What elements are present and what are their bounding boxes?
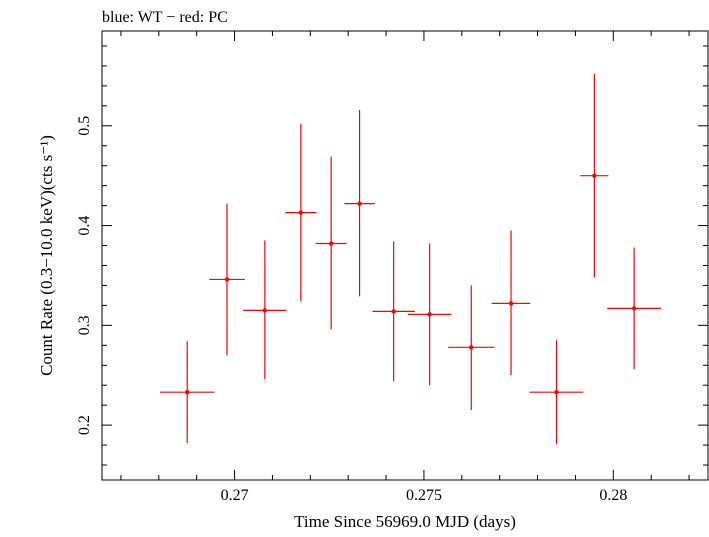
data-point [159, 341, 215, 444]
data-point [580, 73, 609, 278]
x-tick-label: 0.275 [406, 487, 442, 504]
point-marker [554, 389, 559, 395]
point-marker [185, 389, 190, 395]
data-point [209, 203, 245, 356]
data-point [315, 156, 347, 330]
plot-frame [101, 30, 709, 481]
x-tick-label: 0.28 [599, 487, 627, 504]
point-marker [592, 173, 597, 178]
data-point [529, 340, 584, 445]
point-marker [508, 301, 514, 306]
data-point [607, 247, 662, 370]
data-point [372, 241, 415, 382]
data-point [408, 243, 452, 386]
point-marker [631, 306, 637, 311]
data-point [448, 285, 495, 411]
data-point [243, 240, 287, 380]
point-marker [262, 308, 268, 313]
data-point [491, 230, 531, 376]
y-tick-label: 0.4 [76, 216, 93, 236]
y-tick-label: 0.5 [76, 116, 93, 136]
data-point [285, 123, 317, 302]
point-marker [224, 277, 230, 282]
point-marker [328, 241, 334, 246]
data-points [159, 73, 662, 445]
point-marker [357, 201, 362, 206]
point-marker [298, 210, 304, 215]
data-point [344, 109, 375, 297]
point-marker [427, 312, 432, 317]
chart-title: blue: WT − red: PC [102, 9, 228, 26]
point-marker [391, 309, 396, 314]
x-axis-label: Time Since 56969.0 MJD (days) [294, 512, 516, 531]
x-tick-label: 0.27 [221, 487, 249, 504]
y-tick-label: 0.3 [76, 315, 93, 335]
axis-ticks [102, 31, 708, 480]
y-axis-label: Count Rate (0.3−10.0 keV)(cts s⁻¹) [37, 135, 56, 376]
axis-tick-labels: 0.27 0.275 0.28 0.2 0.3 0.4 0.5 [76, 116, 627, 504]
point-marker [469, 345, 474, 350]
y-tick-label: 0.2 [76, 415, 93, 435]
